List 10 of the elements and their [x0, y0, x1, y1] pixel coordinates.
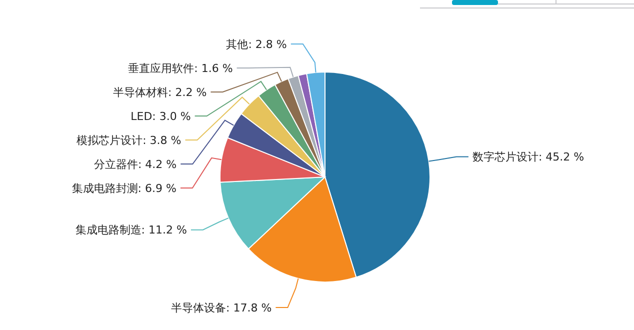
slice-label: 集成电路制造: 11.2 % — [75, 224, 187, 237]
slice-label: 垂直应用软件: 1.6 % — [128, 62, 233, 75]
slice-label: 半导体设备: 17.8 % — [171, 301, 272, 314]
slice-label: 数字芯片设计: 45.2 % — [472, 150, 584, 164]
slice-label: 其他: 2.8 % — [226, 38, 287, 51]
slice-label: LED: 3.0 % — [130, 110, 191, 123]
slice-label: 集成电路封测: 6.9 % — [72, 182, 176, 195]
slice-label: 半导体材料: 2.2 % — [113, 86, 207, 99]
slice-label: 分立器件: 4.2 % — [94, 158, 177, 171]
slice-label: 模拟芯片设计: 3.8 % — [76, 134, 182, 147]
